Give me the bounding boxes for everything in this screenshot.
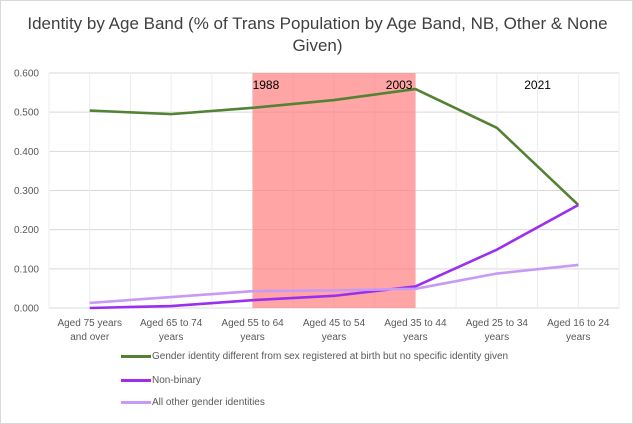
y-tick-label: 0.100 [14, 264, 39, 275]
x-tick-label: Aged 45 to 54 years [303, 318, 366, 343]
annotation-label: 1988 [253, 78, 280, 92]
legend-swatch [121, 401, 151, 404]
legend-label: All other gender identities [152, 397, 265, 408]
legend-item-2: All other gender identities [121, 397, 265, 408]
legend-item-0: Gender identity different from sex regis… [121, 351, 508, 362]
y-tick-label: 0.500 [14, 108, 39, 119]
y-tick-label: 0.400 [14, 147, 39, 158]
y-tick-label: 0.300 [14, 186, 39, 197]
legend-label: Non-binary [152, 375, 201, 386]
x-tick-label: Aged 65 to 74 years [140, 318, 203, 343]
x-tick-label: Aged 16 to 24 years [547, 318, 610, 343]
y-tick-label: 0.000 [14, 304, 39, 315]
legend-label: Gender identity different from sex regis… [152, 351, 509, 362]
legend-swatch [121, 355, 151, 358]
shaded-region [252, 73, 416, 308]
legend-swatch [121, 379, 151, 382]
x-tick-label: Aged 35 to 44 years [384, 318, 447, 343]
x-tick-label: Aged 25 to 34 years [466, 318, 529, 343]
legend-item-1: Non-binary [121, 375, 201, 386]
chart-title: Identity by Age Band (% of Trans Populat… [27, 14, 608, 55]
x-tick-label: Aged 55 to 64 years [221, 318, 284, 343]
annotation-label: 2003 [386, 78, 413, 92]
x-tick-label: Aged 75 years and over [57, 318, 122, 343]
y-tick-label: 0.600 [14, 69, 39, 80]
annotation-label: 2021 [524, 78, 551, 92]
y-tick-label: 0.200 [14, 225, 39, 236]
